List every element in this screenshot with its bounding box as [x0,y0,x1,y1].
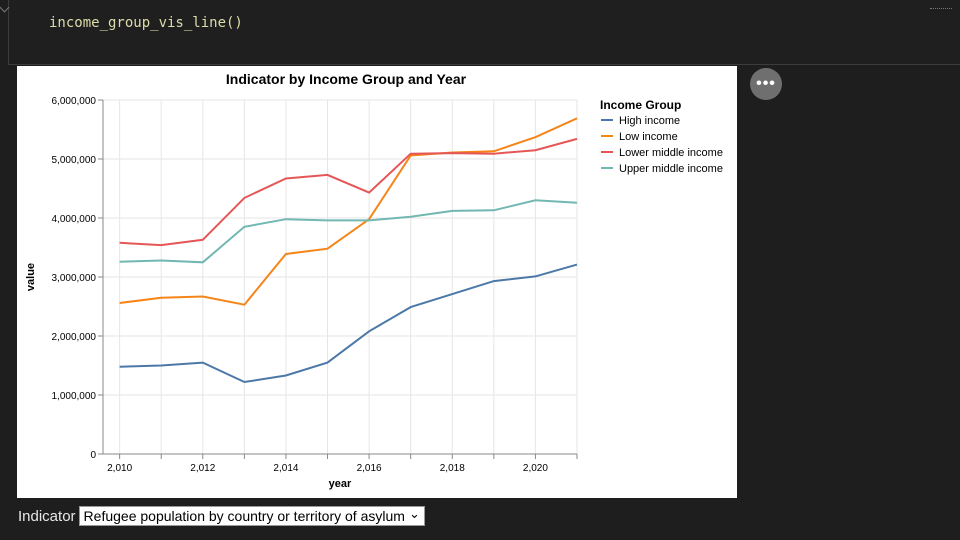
line-chart: 0 1,000,000 2,000,000 3,000,000 4,000,000 5,0… [25,71,723,490]
y-tick-label: 0 [90,450,96,461]
series-line [119,137,578,247]
series-line [119,117,578,306]
code-cell[interactable]: income_group_vis_line() [0,0,960,65]
legend-label: Lower middle income [619,147,723,159]
chart-output: 0 1,000,000 2,000,000 3,000,000 4,000,000 5,0… [17,66,737,498]
legend-title: Income Group [600,98,681,112]
legend-label: High income [619,115,680,127]
x-tick-label: 2,010 [107,463,132,474]
code-line[interactable]: income_group_vis_line() [49,15,243,31]
indicator-selected-value: Refugee population by country or territo… [83,508,405,524]
y-tick-label: 2,000,000 [52,332,97,343]
y-axis-title: value [25,263,37,291]
y-tick-label: 6,000,000 [52,96,97,107]
x-tick-label: 2,020 [523,463,548,474]
series-line [119,263,578,384]
cell-toolbar-divider [930,8,952,9]
x-axis-title: year [329,478,352,490]
series-line [119,199,578,264]
more-options-button[interactable]: ••• [750,68,782,100]
y-tick-label: 5,000,000 [52,155,97,166]
chart-title: Indicator by Income Group and Year [226,71,467,87]
more-horizontal-icon: ••• [756,75,776,92]
x-tick-label: 2,014 [273,463,298,474]
indicator-control: Indicator Refugee population by country … [18,505,425,527]
y-tick-label: 3,000,000 [52,273,97,284]
indicator-label: Indicator [18,507,76,525]
y-tick-label: 1,000,000 [52,391,97,402]
y-tick-label: 4,000,000 [52,214,97,225]
x-tick-label: 2,018 [440,463,465,474]
chevron-down-icon: ⌄ [408,505,420,521]
x-tick-label: 2,016 [357,463,382,474]
legend-label: Upper middle income [619,163,723,175]
indicator-select[interactable]: Refugee population by country or territo… [78,505,425,526]
collapse-chevron-icon[interactable] [0,2,10,13]
x-tick-label: 2,012 [190,463,215,474]
legend-label: Low income [619,131,678,143]
